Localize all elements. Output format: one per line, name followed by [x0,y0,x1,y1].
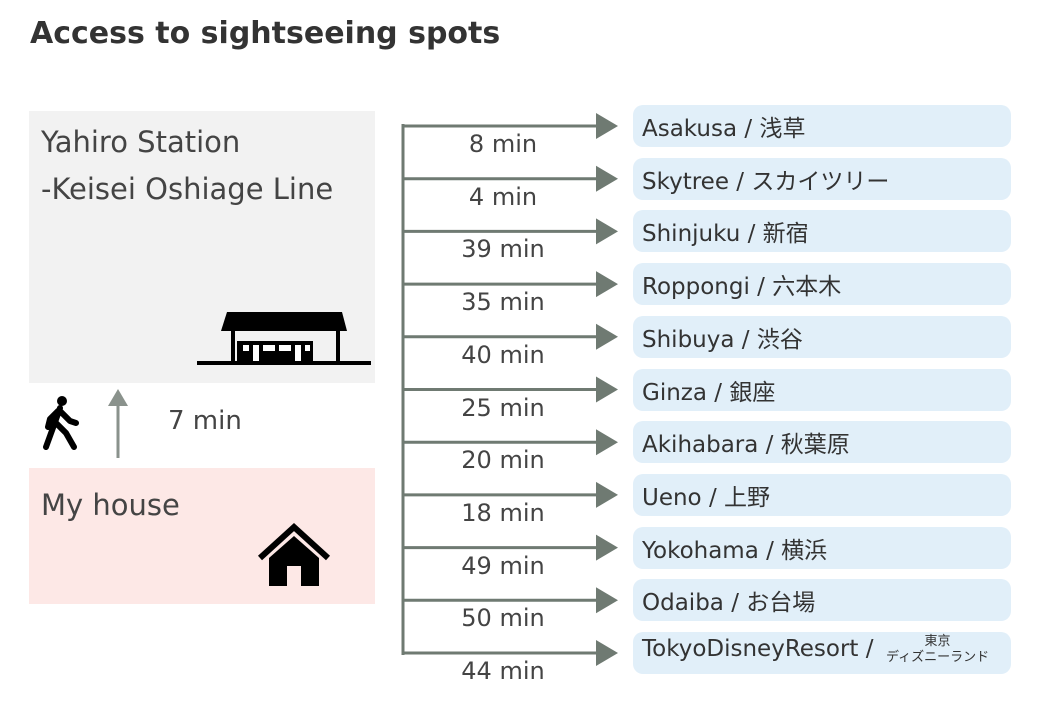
up-arrow-icon [108,389,128,458]
destination-box: Ginza / 銀座 [633,368,1011,411]
destination-name: Ginza / 銀座 [642,379,776,406]
travel-time: 35 min [461,288,545,317]
station-box: Yahiro Station -Keisei Oshiage Line [29,111,375,383]
destination-box: Asakusa / 浅草 [633,105,1011,147]
destination-box: Ueno / 上野 [633,473,1011,516]
walk-time: 7 min [168,406,242,436]
arrow-head-icon [596,429,618,456]
arrow-head-icon [596,165,618,192]
arrow-head-icon [596,376,618,403]
destination-name: TokyoDisneyResort / [642,636,874,662]
arrow-head-icon [596,113,618,139]
destination-box: Odaiba / お台場 [633,579,1011,622]
destination-name-jp-line1: 東京 [924,634,951,649]
arrow-head-icon [596,587,618,614]
travel-time: 44 min [461,657,545,685]
arrow-head-icon [596,218,618,245]
destination-box: Akihabara / 秋葉原 [633,421,1011,464]
destination-box: Roppongi / 六本木 [633,263,1011,306]
page-title: Access to sightseeing spots [30,16,501,51]
arrow-head-icon [596,271,618,298]
travel-time: 49 min [461,551,545,580]
destination-box: TokyoDisneyResort / 東京 ディズニーランド [633,632,1011,674]
house-box: My house [29,468,375,604]
destination-name: Skytree / スカイツリー [642,168,890,195]
destination-name: Asakusa / 浅草 [642,116,806,142]
arrow-head-icon [596,323,618,350]
travel-time: 50 min [461,604,545,633]
walking-person-icon [43,396,79,450]
arrow-head-icon [596,534,618,561]
destination-name: Yokohama / 横浜 [642,537,828,564]
travel-time: 40 min [461,340,545,369]
travel-time: 18 min [461,498,545,527]
destination-box: Yokohama / 横浜 [633,526,1011,569]
destination-name: Ueno / 上野 [642,484,771,511]
destination-name: Shinjuku / 新宿 [642,221,809,248]
destination-name: Odaiba / お台場 [642,590,816,617]
destination-name-jp: 東京 ディズニーランド [886,634,989,666]
destination-box: Skytree / スカイツリー [633,157,1011,200]
station-name: Yahiro Station -Keisei Oshiage Line [41,125,334,206]
train-station-icon [197,312,371,365]
travel-time: 20 min [461,446,545,475]
arrow-head-icon [596,640,618,666]
travel-time: 39 min [461,235,545,264]
destination-name: Shibuya / 渋谷 [642,326,803,353]
destination-name: Roppongi / 六本木 [642,274,842,301]
travel-time: 25 min [461,393,545,422]
travel-time: 4 min [468,182,538,211]
destination-box: Shinjuku / 新宿 [633,210,1011,253]
arrow-head-icon [596,481,618,508]
destination-box: Shibuya / 渋谷 [633,315,1011,358]
house-name: My house [41,488,180,522]
destination-name: Akihabara / 秋葉原 [642,432,850,459]
destination-name-jp-line2: ディズニーランド [886,650,990,665]
house-icon [257,522,331,586]
travel-time: 8 min [468,130,538,158]
